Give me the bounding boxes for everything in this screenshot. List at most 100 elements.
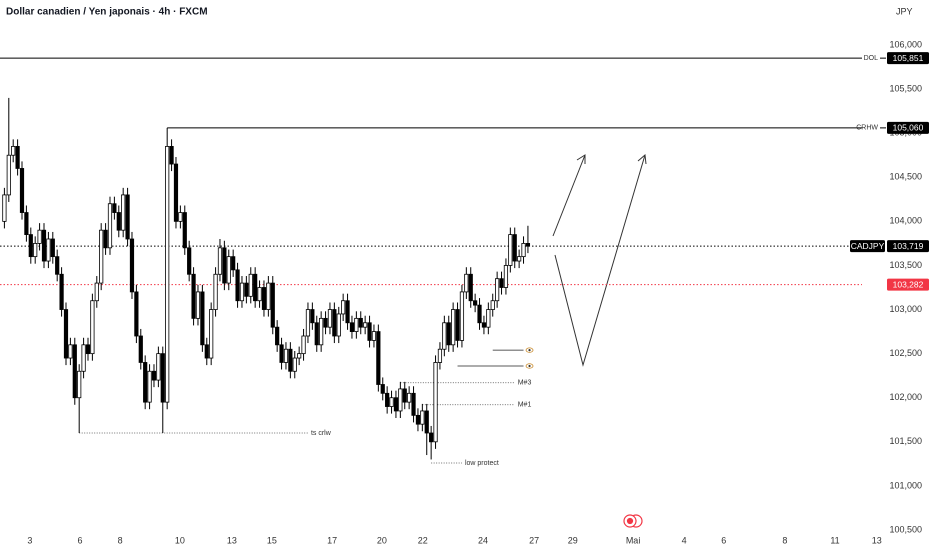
candle-body xyxy=(41,229,47,262)
price-badge xyxy=(887,240,929,253)
x-tick-label: 24 xyxy=(478,535,488,545)
candle-body xyxy=(112,203,117,213)
candle-body xyxy=(72,344,77,399)
candle-body xyxy=(46,238,51,262)
candle-body xyxy=(165,146,170,403)
candle-body xyxy=(424,410,429,434)
candle-body xyxy=(336,313,341,337)
candle-body xyxy=(134,291,139,337)
y-tick-label: 101,000 xyxy=(889,480,922,490)
x-tick-label: 11 xyxy=(830,535,839,545)
x-tick-label: 4 xyxy=(682,535,687,545)
candle-body xyxy=(468,273,473,302)
candle-body xyxy=(385,392,390,407)
candle-body xyxy=(288,348,293,372)
candle-body xyxy=(253,273,258,302)
x-tick-label: Mai xyxy=(626,535,641,545)
annotation-label: M#3 xyxy=(518,380,532,387)
candle-body xyxy=(279,344,284,363)
candle-body xyxy=(15,146,20,169)
candle-body xyxy=(147,370,152,403)
candle-body xyxy=(407,392,412,403)
candle-body xyxy=(517,256,522,262)
level-name: CRHW xyxy=(856,125,878,132)
candle-body xyxy=(380,384,385,394)
candle-body xyxy=(248,273,253,297)
candle-body xyxy=(446,322,451,346)
candle-body xyxy=(116,212,121,231)
candle-body xyxy=(363,322,368,328)
x-tick-label: 17 xyxy=(327,535,337,545)
candle-body xyxy=(77,370,82,399)
x-tick-label: 8 xyxy=(782,535,787,545)
candle-body xyxy=(464,273,469,293)
candle-body xyxy=(411,392,416,416)
eye-pupil xyxy=(528,349,531,352)
candle-body xyxy=(402,388,407,403)
candle-body xyxy=(191,273,196,319)
eye-pupil xyxy=(528,364,531,368)
candle-body xyxy=(459,291,465,341)
candle-body xyxy=(270,282,275,328)
candle-body xyxy=(204,344,209,359)
candle-body xyxy=(349,322,355,332)
annotation-label: low protect xyxy=(465,460,499,467)
candle-body xyxy=(495,278,500,302)
arrow-head xyxy=(576,154,586,164)
candle-body xyxy=(389,397,394,407)
x-tick-label: 6 xyxy=(721,535,726,545)
y-tick-label: 101,500 xyxy=(889,436,922,446)
x-tick-label: 8 xyxy=(118,535,123,545)
candle-body xyxy=(420,410,425,425)
projection-drawing xyxy=(552,154,647,367)
candle-body xyxy=(59,273,64,310)
x-tick-label: 20 xyxy=(377,535,387,545)
candle-body xyxy=(442,322,447,350)
candle-body xyxy=(437,348,443,363)
candle-body xyxy=(217,247,223,275)
candle-body xyxy=(398,388,403,412)
candle-body xyxy=(81,344,86,372)
annotation-label: M#1 xyxy=(518,402,532,409)
x-tick-label: 15 xyxy=(267,535,277,545)
candle-body xyxy=(244,282,249,297)
candle-body xyxy=(11,146,16,156)
candle-body xyxy=(429,432,434,443)
candle-body xyxy=(341,300,346,315)
candle-body xyxy=(239,282,245,302)
x-tick-label: 13 xyxy=(872,535,882,545)
arrow-head xyxy=(637,154,647,165)
candle-body xyxy=(455,309,460,341)
price-badge-label: 105,851 xyxy=(893,53,924,63)
candle-body xyxy=(231,256,236,271)
x-tick-label: 27 xyxy=(529,535,539,545)
symbol-badge-label: CADJPY xyxy=(851,241,885,251)
candle-body xyxy=(292,357,297,372)
candle-body xyxy=(415,414,421,425)
candle-body xyxy=(28,234,33,258)
candle-body xyxy=(327,309,333,328)
annotation-label: ts crlw xyxy=(311,430,332,437)
candle-body xyxy=(90,300,95,355)
candle-body xyxy=(473,300,478,306)
candle-body xyxy=(332,309,337,337)
x-tick-label: 6 xyxy=(78,535,83,545)
candle-body xyxy=(319,317,324,346)
candle-body xyxy=(24,212,29,235)
candle-body xyxy=(261,287,267,310)
candle-body xyxy=(490,300,495,310)
price-badge-label: 105,060 xyxy=(893,123,924,133)
candle-body xyxy=(99,229,104,284)
candle-body xyxy=(37,229,42,244)
candle-body xyxy=(283,348,289,363)
price-badge-label: 103,719 xyxy=(893,241,924,251)
candle-body xyxy=(481,322,487,328)
projection-path xyxy=(554,154,646,367)
candle-body xyxy=(297,353,302,359)
candle-body xyxy=(160,353,165,403)
candle-body xyxy=(103,229,108,249)
candle-body xyxy=(275,326,280,346)
candle-body xyxy=(169,146,174,165)
symbol-badge xyxy=(850,240,885,253)
chart-title: Dollar canadien / Yen japonais · 4h · FX… xyxy=(6,7,208,18)
